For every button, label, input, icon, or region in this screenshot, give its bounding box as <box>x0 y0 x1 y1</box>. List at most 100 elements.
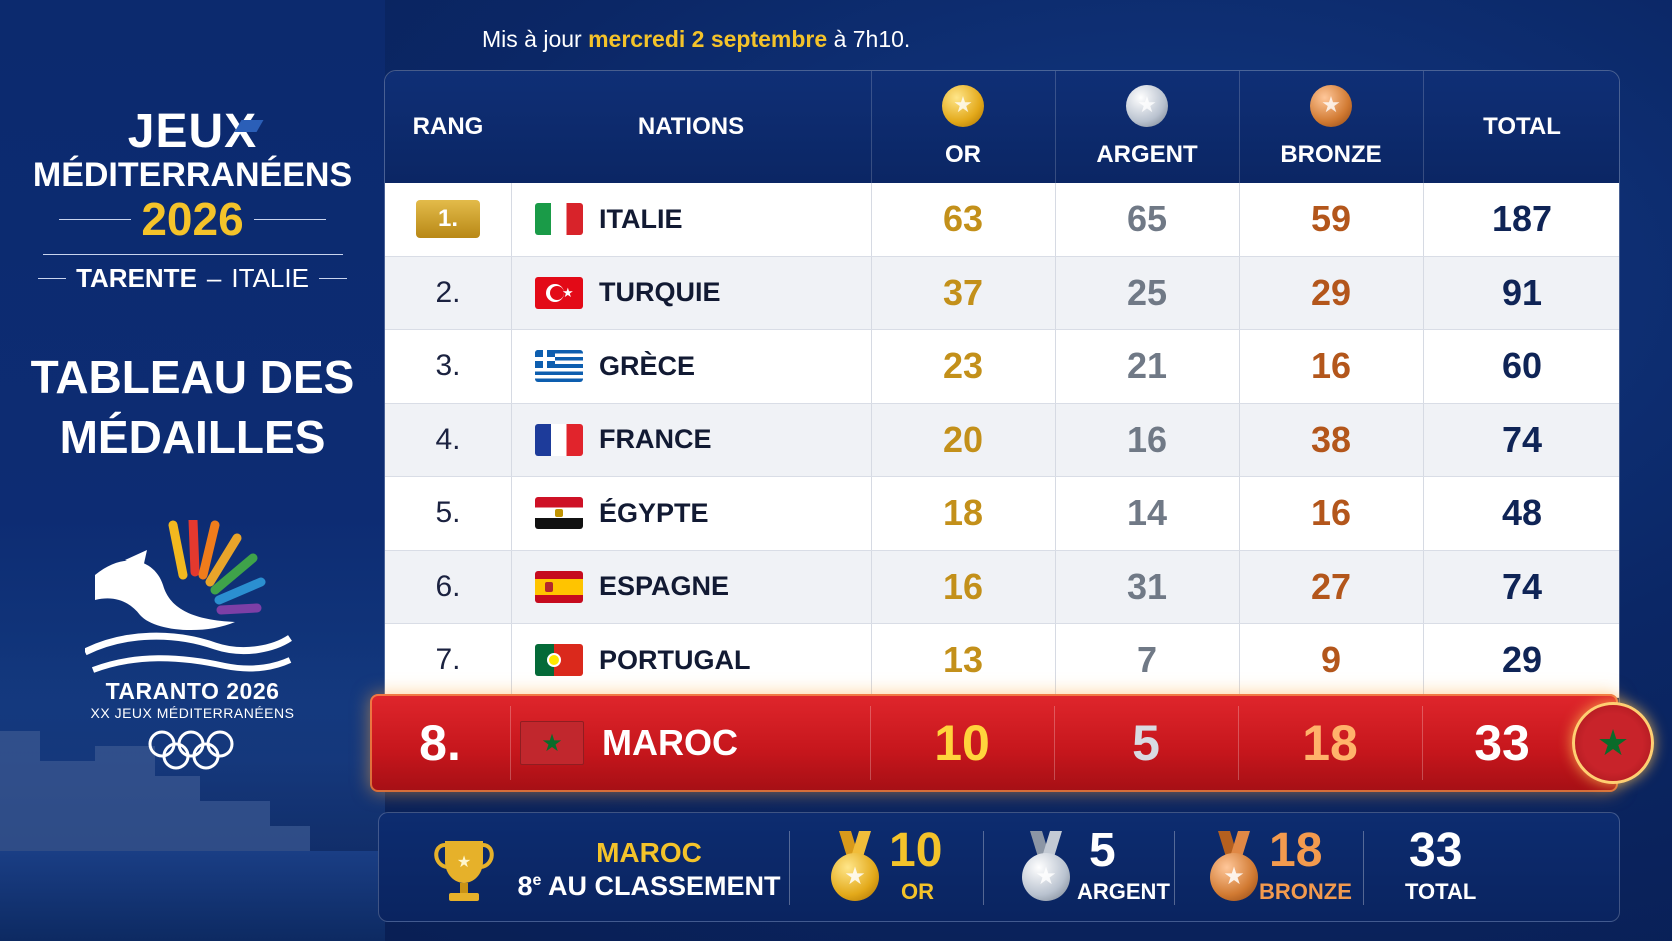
total-count: 187 <box>1491 198 1553 240</box>
flag-greece-icon <box>535 350 583 383</box>
update-time: à 7h10. <box>833 26 911 52</box>
column-separator <box>789 831 790 905</box>
flag-spain-icon <box>535 570 583 603</box>
silver-count: 65 <box>1126 198 1168 240</box>
header-total: TOTAL <box>1423 71 1619 183</box>
header-gold-label: OR <box>945 141 981 168</box>
summary-bronze-count: 18 <box>1269 824 1323 877</box>
silver-count: 14 <box>1126 492 1168 534</box>
board-title-line1: TABLEAU DES <box>30 351 355 403</box>
nation-name: ITALIE <box>599 203 683 234</box>
summary-rank-suffix: e <box>532 872 542 889</box>
summary-silver-count: 5 <box>1089 824 1116 877</box>
rank-cell: 1. <box>385 183 511 256</box>
summary-bronze-label: BRONZE <box>1259 879 1352 904</box>
column-separator <box>511 256 512 329</box>
olympic-rings-icon <box>148 730 234 770</box>
column-separator <box>871 71 872 183</box>
total-count: 48 <box>1501 492 1543 534</box>
column-separator <box>1423 477 1424 550</box>
header-silver-label: ARGENT <box>1096 141 1198 168</box>
summary-gold-count: 10 <box>889 824 943 877</box>
games-title-line1: JEUX <box>127 105 258 158</box>
header-total-label: TOTAL <box>1483 113 1561 140</box>
column-separator <box>1239 624 1240 697</box>
nation-cell: ITALIE <box>511 183 871 256</box>
column-separator <box>1423 256 1424 329</box>
divider <box>59 218 132 220</box>
column-separator <box>871 183 872 256</box>
nation-name: GRÈCE <box>599 350 696 381</box>
divider <box>318 277 347 279</box>
column-separator <box>1055 550 1056 623</box>
nation-cell: ★ TURQUIE <box>511 257 871 330</box>
left-panel: JEUX MÉDITERRANÉENS 2026 TARENTE – ITALI… <box>0 0 385 941</box>
table-row: 1. ITALIE 63 65 59 187 <box>385 183 1619 257</box>
header-rank: RANG <box>385 71 511 183</box>
rank-cell: 5. <box>435 496 461 530</box>
nation-cell: PORTUGAL <box>511 624 871 697</box>
host-dash: – <box>206 263 222 293</box>
nation-cell: GRÈCE <box>511 330 871 403</box>
table-row: 6. ESPAGNE 16 31 27 74 <box>385 550 1619 624</box>
logo-subtitle: XX JEUX MÉDITERRANÉENS <box>90 705 295 721</box>
divider <box>42 254 343 255</box>
rank-first-badge: 1. <box>416 200 480 239</box>
column-separator <box>511 477 512 550</box>
gold-count: 63 <box>942 198 984 240</box>
table-row: 7. PORTUGAL 13 7 9 29 <box>385 624 1619 698</box>
column-separator <box>1239 256 1240 329</box>
silver-count: 31 <box>1126 565 1168 607</box>
update-prefix: Mis à jour <box>482 26 582 52</box>
flag-portugal-icon <box>535 644 583 677</box>
update-date: mercredi 2 septembre <box>588 26 828 52</box>
bronze-count: 16 <box>1310 345 1352 387</box>
highlight-gold-count: 10 <box>934 715 990 771</box>
column-separator <box>1055 71 1056 183</box>
nation-cell: FRANCE <box>511 404 871 477</box>
total-count: 91 <box>1501 271 1543 313</box>
divider <box>253 218 326 220</box>
column-separator <box>1054 706 1055 780</box>
column-separator <box>1363 831 1364 905</box>
year-row: 2026 <box>0 196 385 242</box>
gold-count: 18 <box>942 492 984 534</box>
total-count: 74 <box>1501 418 1543 460</box>
column-separator <box>1423 550 1424 623</box>
bronze-medal-icon <box>1310 85 1352 127</box>
rank-cell: 4. <box>435 422 461 456</box>
header-nations: NATIONS <box>511 71 871 183</box>
summary-rank: 8e AU CLASSEMENT <box>499 871 799 902</box>
gold-medal-icon <box>942 85 984 127</box>
table-row: 3. GRÈCE 23 21 16 60 <box>385 330 1619 404</box>
header-silver: ARGENT <box>1055 71 1239 183</box>
last-updated: Mis à jour mercredi 2 septembre à 7h10. <box>482 26 910 53</box>
header-rank-label: RANG <box>412 113 484 140</box>
games-year: 2026 <box>141 193 244 245</box>
bronze-count: 9 <box>1320 639 1342 681</box>
table-row: 2. ★ TURQUIE 37 25 29 91 <box>385 256 1619 330</box>
column-separator <box>1055 183 1056 256</box>
table-row: 4. FRANCE 20 16 38 74 <box>385 403 1619 477</box>
column-separator <box>511 550 512 623</box>
highlight-bronze-count: 18 <box>1302 715 1358 771</box>
table-header: RANG NATIONS OR ARGENT BRONZE TOTAL <box>385 71 1619 183</box>
column-separator <box>870 706 871 780</box>
summary-silver-label: ARGENT <box>1077 879 1170 904</box>
highlight-rank: 8. <box>419 715 461 771</box>
divider <box>38 277 67 279</box>
summary-rank-number: 8 <box>517 871 533 901</box>
trophy-icon: ★ <box>434 841 494 901</box>
column-separator <box>1055 624 1056 697</box>
column-separator <box>871 256 872 329</box>
silver-medal-icon <box>1126 85 1168 127</box>
rank-cell: 2. <box>435 275 461 309</box>
bronze-count: 38 <box>1310 418 1352 460</box>
summary-gold-label: OR <box>901 879 934 904</box>
column-separator <box>1055 330 1056 403</box>
column-separator <box>1423 183 1424 256</box>
column-separator <box>1423 624 1424 697</box>
table-row: 5. ÉGYPTE 18 14 16 48 <box>385 477 1619 551</box>
column-separator <box>511 624 512 697</box>
nation-cell: ESPAGNE <box>511 551 871 624</box>
